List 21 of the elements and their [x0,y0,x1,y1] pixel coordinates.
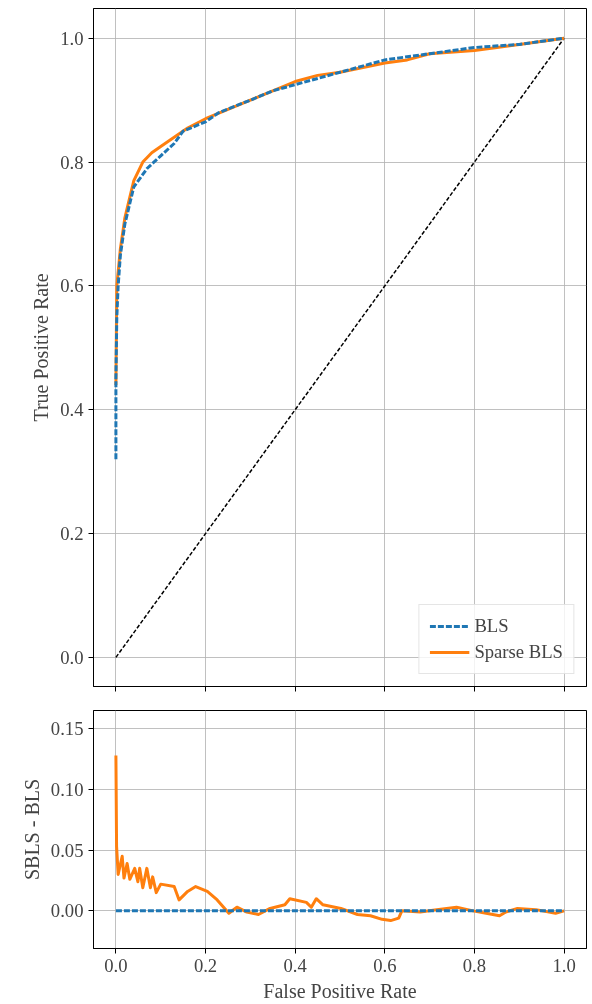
x-tick-label: 0.2 [193,954,218,976]
y-tick-label: 1.0 [60,27,84,49]
y-tick-label: 0.6 [60,275,84,297]
y-tick-label: 0.0 [60,646,84,668]
y-tick-label: 0.15 [50,718,84,740]
y-axis-title: True Positive Rate [30,273,53,422]
y-tick-label: 0.00 [50,900,84,922]
y-tick-label: 0.05 [50,839,84,861]
x-tick-label: 0.4 [283,954,308,976]
legend-label: BLS [474,615,509,637]
y-tick-label: 0.8 [60,151,84,173]
x-tick-label: 0.8 [462,954,487,976]
x-tick-label: 0.0 [104,954,128,976]
x-tick-label: 0.6 [373,954,397,976]
y-tick-label: 0.10 [50,778,84,800]
y-tick-label: 0.4 [60,399,85,421]
x-tick-label: 1.0 [552,954,576,976]
legend-label: Sparse BLS [474,641,563,663]
y-tick-label: 0.2 [60,523,84,545]
x-axis-title: False Positive Rate [263,979,417,1002]
y-axis-title: SBLS - BLS [20,778,43,881]
